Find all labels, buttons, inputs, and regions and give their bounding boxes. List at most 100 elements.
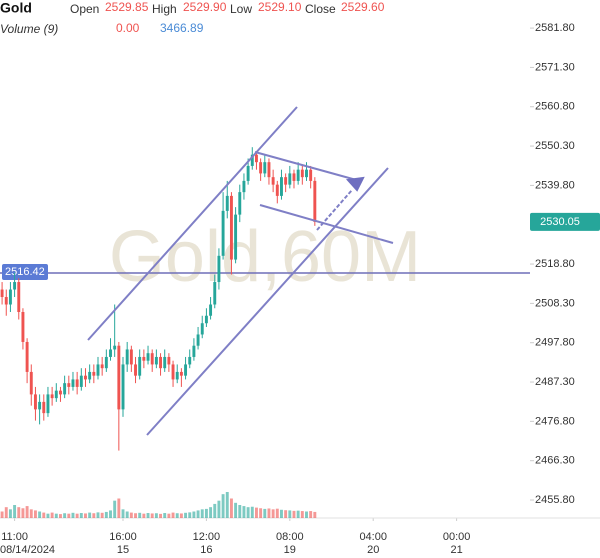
date-tick-label: 16 bbox=[200, 544, 212, 556]
volume-bar bbox=[113, 500, 117, 518]
volume-bar bbox=[21, 508, 25, 518]
volume-bar bbox=[259, 508, 263, 518]
candle-body bbox=[150, 353, 154, 365]
volume-bar bbox=[29, 509, 33, 518]
candle-body bbox=[13, 282, 17, 290]
ohlc-value: 2529.10 bbox=[258, 0, 302, 14]
volume-bar bbox=[154, 513, 158, 518]
date-tick-label: 20 bbox=[367, 544, 379, 556]
volume-bar bbox=[138, 512, 142, 518]
volume-bar bbox=[300, 511, 304, 518]
candle-body bbox=[309, 169, 313, 181]
volume-bar bbox=[17, 507, 21, 518]
volume-bar bbox=[200, 509, 204, 518]
candle-body bbox=[209, 304, 213, 316]
candle-body bbox=[192, 345, 196, 357]
ohlc-name: High bbox=[152, 2, 177, 16]
y-tick-label: 2497.80 bbox=[535, 337, 575, 349]
volume-bar bbox=[13, 505, 17, 518]
volume-bar bbox=[192, 511, 196, 518]
volume-ma: 3466.89 bbox=[160, 21, 204, 35]
candle-body bbox=[50, 394, 54, 399]
candle-body bbox=[179, 371, 183, 376]
candle-body bbox=[263, 162, 267, 174]
volume-bar bbox=[88, 512, 92, 518]
candle-body bbox=[300, 169, 304, 178]
candle-body bbox=[75, 379, 79, 387]
volume-bar bbox=[117, 498, 121, 518]
volume-name: Volume (9) bbox=[0, 22, 58, 36]
volume-bar bbox=[234, 502, 238, 518]
candle-body bbox=[33, 394, 37, 410]
y-tick-label: 2581.80 bbox=[535, 22, 575, 34]
candle-body bbox=[184, 364, 188, 376]
volume-bar bbox=[238, 505, 242, 518]
volume-bar bbox=[121, 509, 125, 518]
volume-bar bbox=[242, 506, 246, 518]
volume-value: 0.00 bbox=[116, 21, 140, 35]
candle-body bbox=[188, 356, 192, 365]
candle-body bbox=[25, 341, 29, 372]
candle-body bbox=[84, 375, 87, 380]
candle-body bbox=[96, 364, 100, 376]
volume-bar bbox=[63, 513, 67, 518]
volume-bar bbox=[275, 508, 279, 518]
volume-bar bbox=[229, 498, 233, 518]
volume-bar bbox=[213, 503, 217, 518]
volume-bar bbox=[250, 506, 254, 518]
candle-body bbox=[121, 364, 125, 410]
y-tick-label: 2550.30 bbox=[535, 140, 575, 152]
y-tick-label: 2571.30 bbox=[535, 61, 575, 73]
candle-body bbox=[254, 154, 258, 163]
volume-bar bbox=[33, 510, 37, 518]
candle-body bbox=[67, 383, 71, 387]
candle-body bbox=[63, 383, 67, 395]
x-tick-label: 16:00 bbox=[109, 531, 137, 543]
volume-bar bbox=[280, 509, 283, 518]
candle-body bbox=[0, 289, 4, 298]
ohlc-value: 2529.60 bbox=[341, 0, 385, 14]
volume-bar bbox=[50, 512, 54, 518]
candle-body bbox=[71, 379, 75, 387]
candle-body bbox=[284, 177, 288, 185]
drawings bbox=[87, 106, 394, 436]
volume-bar bbox=[67, 513, 71, 518]
volume-bar bbox=[92, 513, 96, 518]
volume-bar bbox=[305, 511, 308, 518]
volume-bar bbox=[84, 513, 87, 518]
volume-bar bbox=[296, 510, 300, 518]
volume-bar bbox=[25, 506, 29, 518]
candle-body bbox=[238, 192, 242, 215]
candle-body bbox=[138, 356, 142, 376]
candle-body bbox=[59, 390, 62, 395]
volume-bar bbox=[267, 508, 271, 518]
candle-body bbox=[92, 371, 96, 376]
x-tick-label: 00:00 bbox=[443, 531, 471, 543]
symbol: Gold bbox=[0, 0, 32, 16]
volume-bar bbox=[125, 511, 129, 518]
ohlc-name: Open bbox=[70, 2, 99, 16]
candle-body bbox=[296, 169, 300, 181]
y-tick-label: 2476.80 bbox=[535, 415, 575, 427]
volume-bar bbox=[42, 512, 46, 518]
y-tick-label: 2518.80 bbox=[535, 258, 575, 270]
candle-body bbox=[246, 165, 250, 181]
candle-body bbox=[46, 394, 50, 414]
candle-body bbox=[142, 356, 146, 361]
flag-upper bbox=[254, 151, 361, 182]
candle-body bbox=[280, 177, 283, 196]
candle-body bbox=[159, 356, 163, 369]
candle-body bbox=[17, 282, 21, 312]
y-tick-label: 2455.80 bbox=[535, 494, 575, 506]
candle-body bbox=[225, 195, 229, 211]
volume-bar bbox=[4, 507, 8, 518]
candle-body bbox=[250, 154, 254, 166]
volume-bar bbox=[54, 513, 58, 518]
volume-bar bbox=[263, 508, 267, 518]
candle-body bbox=[54, 390, 58, 399]
volume-bar bbox=[75, 513, 79, 518]
price-line-tag bbox=[2, 263, 48, 280]
volume-bar bbox=[209, 507, 213, 518]
volume-bar bbox=[79, 513, 83, 518]
